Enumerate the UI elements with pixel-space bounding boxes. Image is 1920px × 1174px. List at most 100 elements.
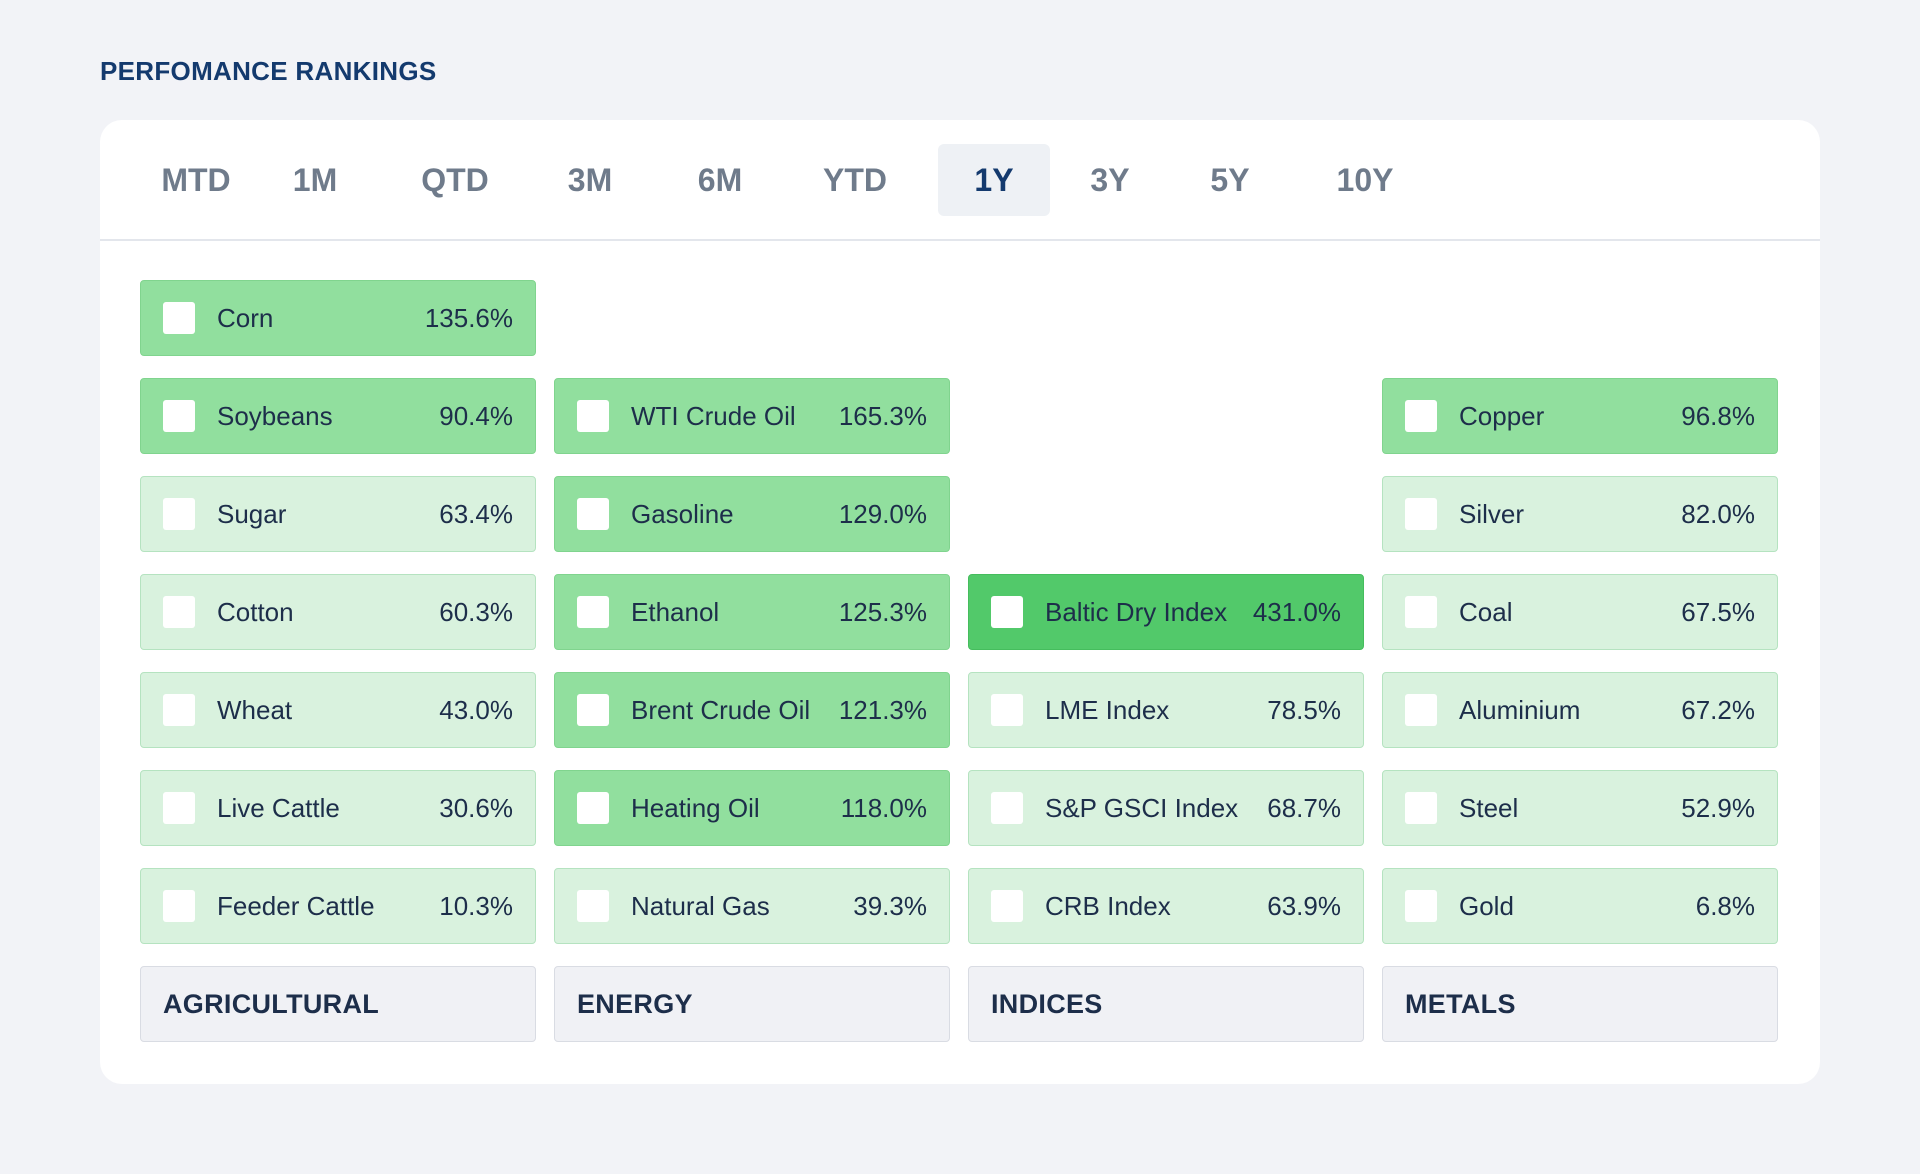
tile-name: Silver: [1459, 498, 1525, 529]
tile-name: Heating Oil: [631, 792, 760, 823]
tile-name: CRB Index: [1045, 890, 1171, 921]
tile-ethanol[interactable]: Ethanol 125.3%: [554, 574, 950, 650]
category-metals: METALS: [1382, 966, 1778, 1042]
tile-name: Soybeans: [217, 400, 333, 431]
tile-name: Brent Crude Oil: [631, 694, 811, 725]
tile-name: Natural Gas: [631, 890, 770, 921]
tab-10y[interactable]: 10Y: [1336, 161, 1394, 198]
tile-checkbox[interactable]: [991, 890, 1023, 922]
tile-value: 63.9%: [1267, 890, 1341, 921]
tile-checkbox[interactable]: [163, 498, 195, 530]
tile-heating-oil[interactable]: Heating Oil 118.0%: [554, 770, 950, 846]
tile-checkbox[interactable]: [577, 596, 609, 628]
tile-lme-index[interactable]: LME Index 78.5%: [968, 672, 1364, 748]
tile-checkbox[interactable]: [1405, 890, 1437, 922]
tile-checkbox[interactable]: [163, 302, 195, 334]
tile-steel[interactable]: Steel 52.9%: [1382, 770, 1778, 846]
tile-feeder-cattle[interactable]: Feeder Cattle 10.3%: [140, 868, 536, 944]
tile-checkbox[interactable]: [577, 694, 609, 726]
tile-aluminium[interactable]: Aluminium 67.2%: [1382, 672, 1778, 748]
tile-checkbox[interactable]: [1405, 400, 1437, 432]
tile-name: Cotton: [217, 596, 294, 627]
tile-name: Gasoline: [631, 498, 734, 529]
tile-value: 68.7%: [1267, 792, 1341, 823]
tile-value: 118.0%: [840, 792, 927, 823]
tile-checkbox[interactable]: [163, 890, 195, 922]
tile-value: 90.4%: [439, 400, 513, 431]
tile-checkbox[interactable]: [1405, 792, 1437, 824]
tile-checkbox[interactable]: [1405, 694, 1437, 726]
tile-value: 30.6%: [439, 792, 513, 823]
tile-name: Gold: [1459, 890, 1514, 921]
tile-checkbox[interactable]: [991, 694, 1023, 726]
tile-checkbox[interactable]: [1405, 596, 1437, 628]
tile-checkbox[interactable]: [163, 694, 195, 726]
tile-corn[interactable]: Corn 135.6%: [140, 280, 536, 356]
tile-name: Copper: [1459, 400, 1545, 431]
tile-sp-gsci-index[interactable]: S&P GSCI Index 68.7%: [968, 770, 1364, 846]
tile-name: Aluminium: [1459, 694, 1581, 725]
category-agricultural: AGRICULTURAL: [140, 966, 536, 1042]
page-title: PERFOMANCE RANKINGS: [100, 56, 437, 86]
tile-cotton[interactable]: Cotton 60.3%: [140, 574, 536, 650]
category-indices: INDICES: [968, 966, 1364, 1042]
tab-qtd[interactable]: QTD: [421, 161, 489, 198]
tile-name: Corn: [217, 302, 274, 333]
tile-brent-crude-oil[interactable]: Brent Crude Oil 121.3%: [554, 672, 950, 748]
tab-1y[interactable]: 1Y: [938, 144, 1050, 216]
tile-name: LME Index: [1045, 694, 1170, 725]
tile-value: 431.0%: [1252, 596, 1341, 627]
tile-copper[interactable]: Copper 96.8%: [1382, 378, 1778, 454]
tile-baltic-dry-index[interactable]: Baltic Dry Index 431.0%: [968, 574, 1364, 650]
rankings-card: MTD 1M QTD 3M 6M YTD 1Y 3Y 5Y 10Y Corn 1…: [100, 120, 1820, 1084]
tile-coal[interactable]: Coal 67.5%: [1382, 574, 1778, 650]
tile-gold[interactable]: Gold 6.8%: [1382, 868, 1778, 944]
tab-3m[interactable]: 3M: [567, 161, 613, 198]
tile-value: 165.3%: [838, 400, 927, 431]
tile-soybeans[interactable]: Soybeans 90.4%: [140, 378, 536, 454]
tile-crb-index[interactable]: CRB Index 63.9%: [968, 868, 1364, 944]
tile-checkbox[interactable]: [577, 498, 609, 530]
tab-ytd[interactable]: YTD: [823, 161, 887, 198]
tile-value: 6.8%: [1695, 890, 1755, 921]
tile-name: Coal: [1459, 596, 1513, 627]
tile-name: WTI Crude Oil: [631, 400, 796, 431]
tile-name: Feeder Cattle: [217, 890, 375, 921]
tile-checkbox[interactable]: [163, 792, 195, 824]
tile-checkbox[interactable]: [163, 596, 195, 628]
tile-value: 96.8%: [1681, 400, 1755, 431]
tile-natural-gas[interactable]: Natural Gas 39.3%: [554, 868, 950, 944]
tile-wheat[interactable]: Wheat 43.0%: [140, 672, 536, 748]
tile-value: 121.3%: [838, 694, 927, 725]
tile-name: Steel: [1459, 792, 1519, 823]
tile-name: Baltic Dry Index: [1045, 596, 1228, 627]
tile-value: 78.5%: [1267, 694, 1341, 725]
tile-value: 60.3%: [439, 596, 513, 627]
tile-value: 67.5%: [1681, 596, 1755, 627]
tile-live-cattle[interactable]: Live Cattle 30.6%: [140, 770, 536, 846]
tile-value: 63.4%: [439, 498, 513, 529]
tile-value: 10.3%: [439, 890, 513, 921]
tile-checkbox[interactable]: [991, 792, 1023, 824]
tab-5y[interactable]: 5Y: [1210, 161, 1250, 198]
tile-sugar[interactable]: Sugar 63.4%: [140, 476, 536, 552]
tab-mtd[interactable]: MTD: [161, 161, 231, 198]
tile-wti-crude-oil[interactable]: WTI Crude Oil 165.3%: [554, 378, 950, 454]
tile-value: 129.0%: [838, 498, 927, 529]
tile-checkbox[interactable]: [1405, 498, 1437, 530]
tab-3y[interactable]: 3Y: [1090, 161, 1130, 198]
tile-checkbox[interactable]: [163, 400, 195, 432]
tile-checkbox[interactable]: [577, 890, 609, 922]
tile-checkbox[interactable]: [577, 792, 609, 824]
tile-gasoline[interactable]: Gasoline 129.0%: [554, 476, 950, 552]
tile-silver[interactable]: Silver 82.0%: [1382, 476, 1778, 552]
tile-value: 125.3%: [838, 596, 927, 627]
tab-6m[interactable]: 6M: [697, 161, 743, 198]
tile-name: S&P GSCI Index: [1045, 792, 1239, 823]
tile-value: 52.9%: [1681, 792, 1755, 823]
tab-1m[interactable]: 1M: [292, 161, 338, 198]
tile-checkbox[interactable]: [991, 596, 1023, 628]
tile-checkbox[interactable]: [577, 400, 609, 432]
tile-value: 82.0%: [1681, 498, 1755, 529]
tile-name: Wheat: [217, 694, 293, 725]
